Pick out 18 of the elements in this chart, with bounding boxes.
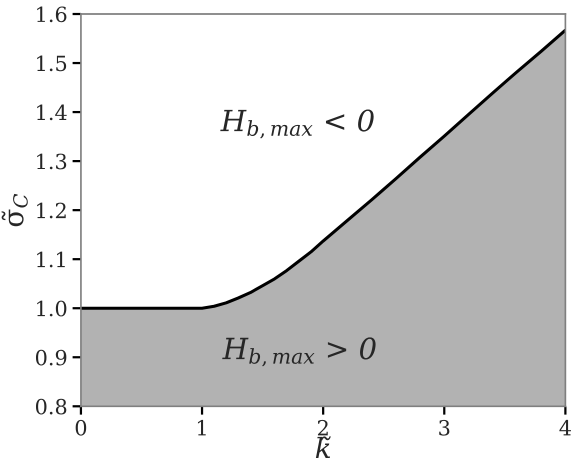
y-tick-label: 0.8 [36,398,66,414]
x-tick-label: 0 [76,420,86,436]
x-tick-label: 2 [318,420,328,436]
y-tick-label: 1.4 [37,104,67,120]
annotation: H$_{b,max}$ < 0 [220,110,374,138]
x-tick-label: 1 [198,420,206,436]
y-tick-label: 1.6 [37,6,66,22]
y-tick-label: 1.3 [37,154,66,170]
x-tick-label: 4 [559,420,571,436]
y-tick-label: 1.2 [37,202,66,218]
y-tick-label: 1.0 [37,300,66,316]
annotation: H$_{b,max}$ > 0 [222,337,376,366]
x-tick-label: 3 [439,420,450,436]
y-axis-title: σ̃$_{C}$ [2,194,28,226]
x-axis-title: k̃ [316,436,331,458]
y-tick-label: 1.1 [37,252,65,268]
y-tick-label: 0.9 [36,350,66,366]
y-tick-label: 1.5 [37,56,66,72]
